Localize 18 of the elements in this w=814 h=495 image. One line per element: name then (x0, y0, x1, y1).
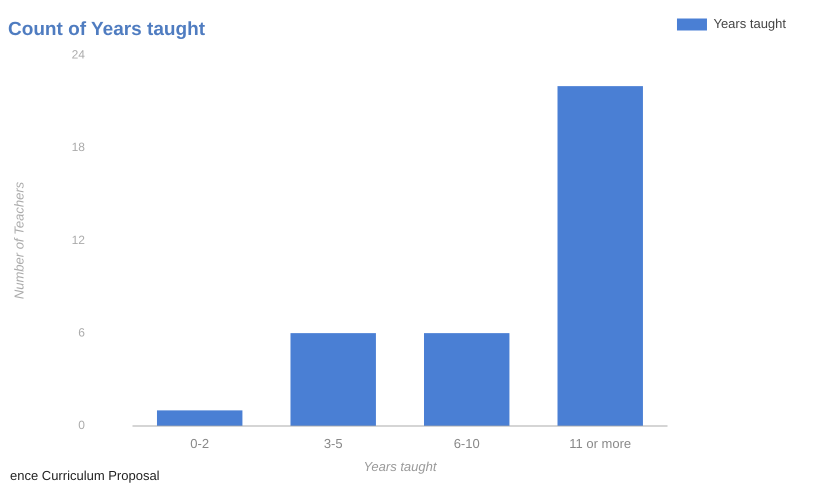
x-axis-title: Years taught (363, 458, 438, 474)
y-tick-label: 18 (72, 140, 86, 154)
y-tick-label: 0 (78, 418, 86, 432)
chart-title: Count of Years taught (8, 19, 206, 40)
bar (290, 333, 376, 426)
legend-label: Years taught (713, 16, 786, 32)
y-tick-label: 6 (78, 325, 86, 340)
y-axis-title: Number of Teachers (11, 181, 26, 300)
x-tick-label: 11 or more (569, 436, 632, 452)
y-tick-label: 24 (72, 48, 86, 62)
y-tick-label: 12 (72, 232, 86, 247)
bar (156, 410, 242, 426)
bar (558, 86, 643, 426)
x-tick-label: 6-10 (454, 436, 480, 452)
bar (424, 333, 510, 426)
text: ence Curriculum Proposal (10, 468, 160, 484)
x-tick-label: 3-5 (324, 436, 343, 452)
x-tick-label: 0-2 (190, 436, 210, 452)
